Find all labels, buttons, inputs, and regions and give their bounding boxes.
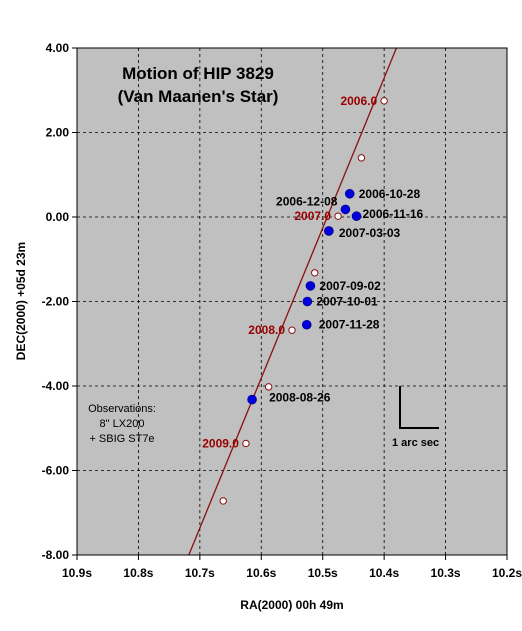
observation-label: 2008-08-26 bbox=[269, 391, 331, 405]
y-tick-label: 0.00 bbox=[46, 210, 70, 224]
epoch-label: 2008.0 bbox=[248, 323, 285, 337]
y-tick-label: -6.00 bbox=[42, 464, 70, 478]
predicted-point bbox=[357, 154, 366, 162]
observation-point bbox=[324, 226, 334, 236]
observation-label: 2006-10-28 bbox=[359, 187, 421, 201]
predicted-positions: 2006.0 2007.0 2008.0 2009.0 bbox=[202, 94, 388, 505]
predicted-point bbox=[242, 439, 250, 448]
y-tick-label: 2.00 bbox=[46, 126, 70, 140]
x-tick-label: 10.7s bbox=[185, 566, 215, 580]
y-tick-label: -4.00 bbox=[42, 379, 70, 393]
observation-point bbox=[302, 296, 313, 307]
chart-title-line1: Motion of HIP 3829 bbox=[122, 64, 274, 83]
note-line-1: Observations: bbox=[88, 403, 156, 415]
observation-label: 2007-03-03 bbox=[339, 226, 401, 240]
observation-point bbox=[301, 319, 312, 330]
observation-point bbox=[340, 204, 351, 215]
gridlines bbox=[77, 48, 507, 555]
predicted-point bbox=[334, 212, 342, 220]
y-tick-label: -8.00 bbox=[42, 548, 70, 562]
predicted-point bbox=[288, 326, 296, 334]
predicted-point bbox=[219, 497, 227, 505]
predicted-point bbox=[264, 383, 273, 391]
epoch-label: 2009.0 bbox=[202, 436, 239, 450]
predicted-point bbox=[380, 97, 388, 105]
x-tick-label: 10.6s bbox=[246, 566, 276, 580]
x-axis-label: RA(2000) 00h 49m bbox=[240, 598, 343, 612]
note-line-2: 8" LX200 bbox=[100, 418, 145, 430]
epoch-label: 2007.0 bbox=[294, 209, 331, 223]
y-axis-label: DEC(2000) +05d 23m bbox=[14, 242, 28, 360]
scale-bar-label: 1 arc sec bbox=[392, 437, 439, 449]
scale-bar: 1 arc sec bbox=[392, 386, 439, 449]
observations: 2006-10-28 2006-12-08 2006-11-16 2007-03-03… bbox=[247, 187, 424, 405]
x-tick-label: 10.2s bbox=[492, 566, 522, 580]
predicted-point bbox=[311, 269, 319, 277]
observation-point bbox=[305, 281, 316, 291]
observation-label: 2007-11-28 bbox=[319, 318, 380, 332]
observation-label: 2006-11-16 bbox=[363, 207, 424, 221]
note-line-3: + SBIG ST7e bbox=[89, 433, 154, 445]
observation-label: 2007-09-02 bbox=[319, 279, 381, 293]
observation-point bbox=[351, 211, 362, 221]
chart-title-line2: (Van Maanen's Star) bbox=[118, 87, 279, 106]
axes: 10.9s 10.8s 10.7s 10.6s 10.5s 10.4s 10.3s 10.2s… bbox=[42, 41, 522, 580]
x-tick-label: 10.8s bbox=[123, 566, 153, 580]
x-tick-label: 10.4s bbox=[369, 566, 399, 580]
x-tick-label: 10.3s bbox=[431, 566, 461, 580]
observation-point bbox=[247, 394, 257, 405]
observation-point bbox=[344, 188, 355, 199]
y-tick-label: -2.00 bbox=[42, 295, 70, 309]
epoch-label: 2006.0 bbox=[340, 94, 377, 108]
x-tick-label: 10.5s bbox=[308, 566, 338, 580]
y-tick-label: 4.00 bbox=[46, 41, 70, 55]
x-tick-label: 10.9s bbox=[62, 566, 92, 580]
observation-label: 2006-12-08 bbox=[276, 194, 338, 208]
observations-note: Observations: 8" LX200 + SBIG ST7e bbox=[88, 403, 156, 445]
motion-line bbox=[188, 47, 398, 556]
observation-label: 2007-10-01 bbox=[316, 295, 378, 309]
